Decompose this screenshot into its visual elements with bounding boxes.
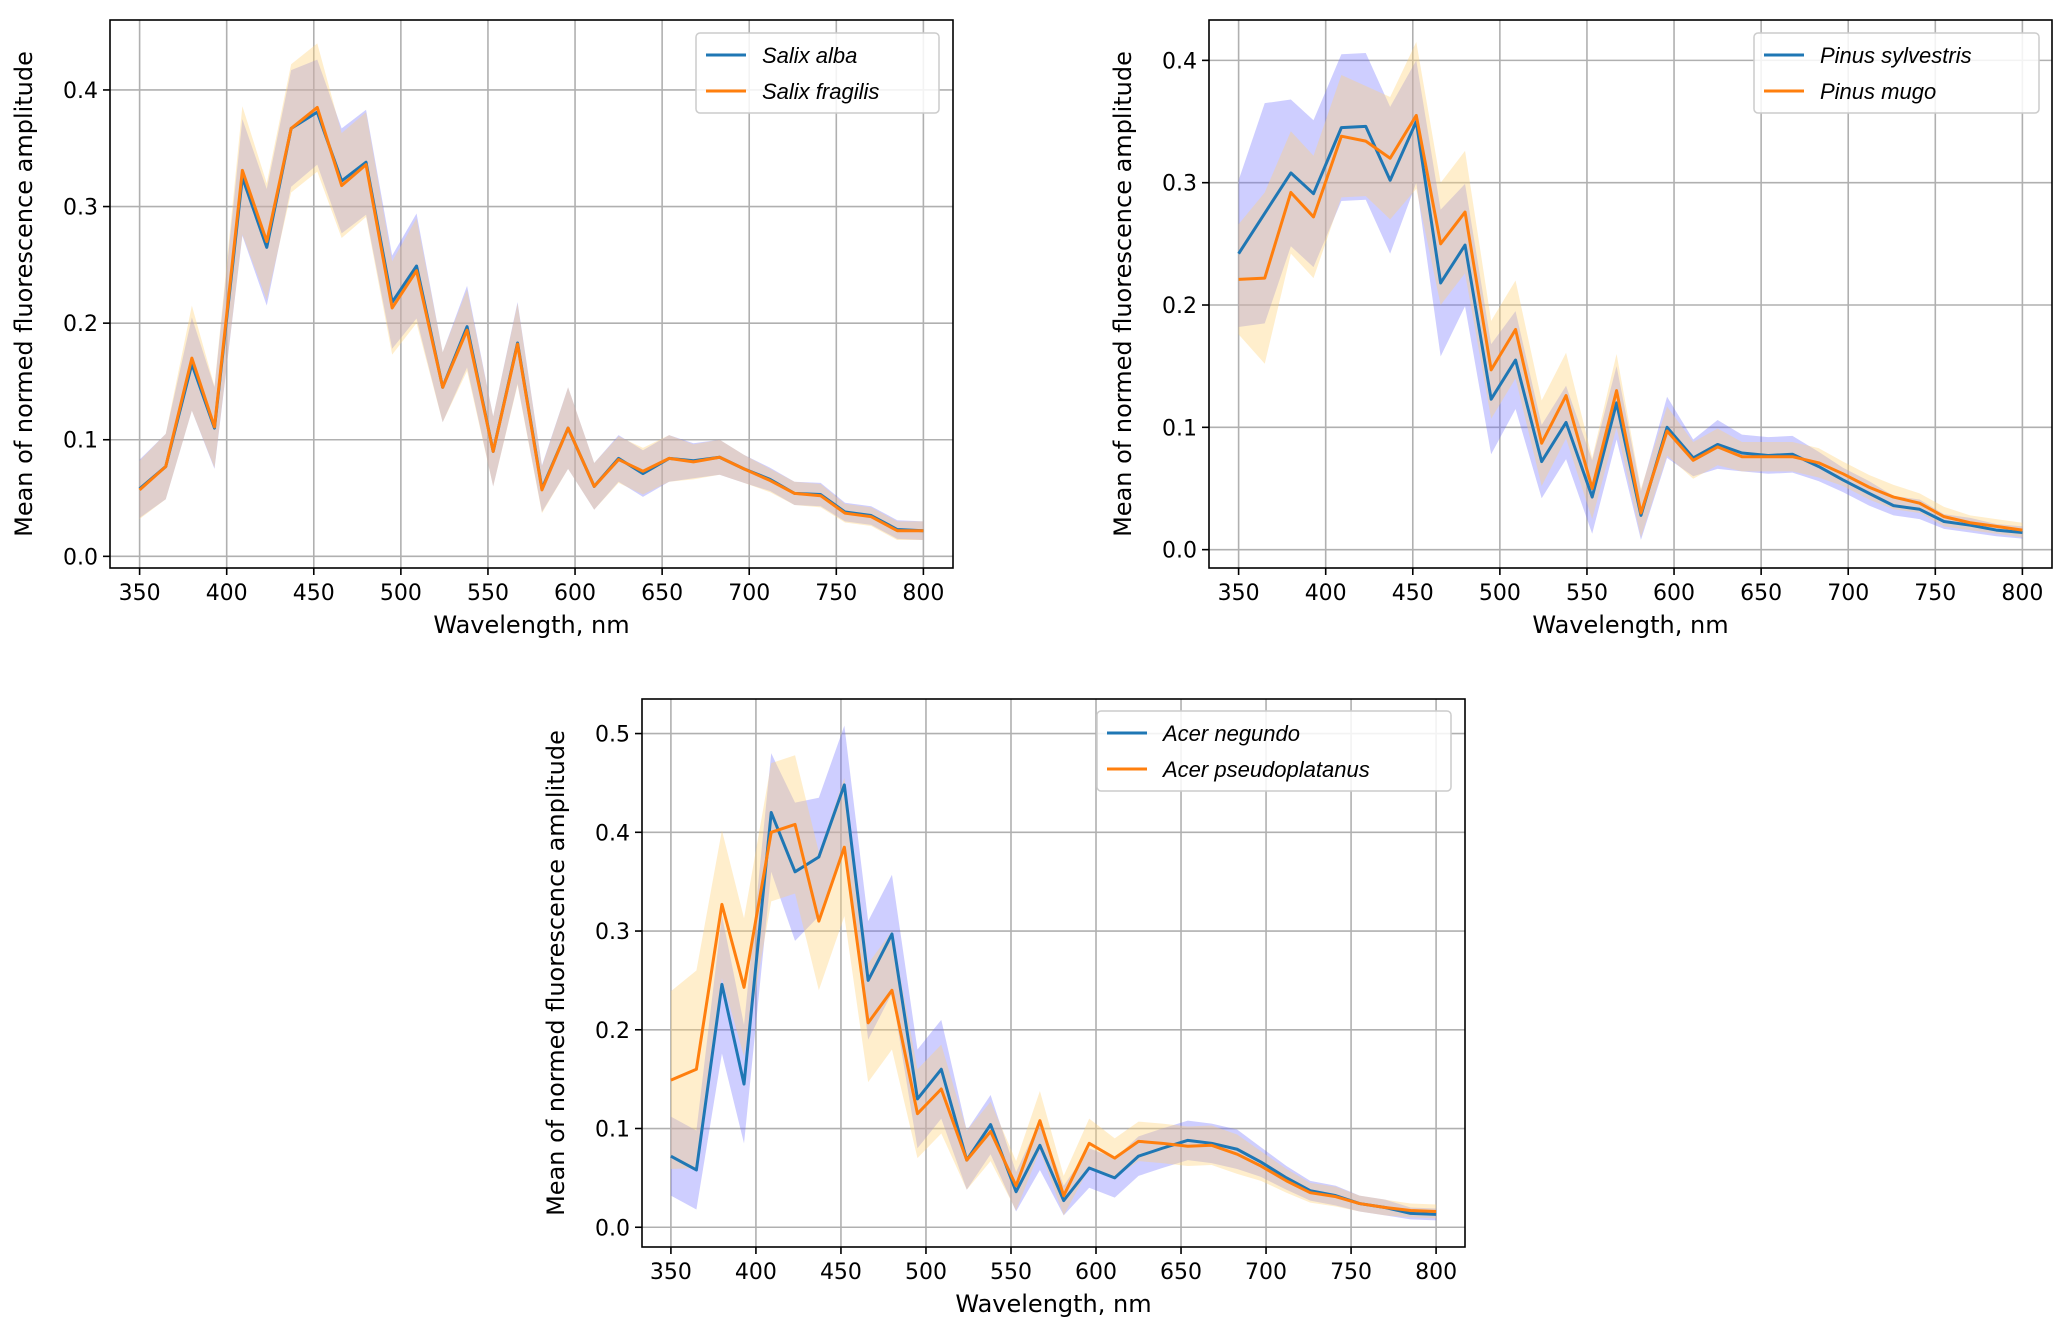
x-tick-label: 500 [380, 581, 422, 606]
y-tick-label: 0.2 [1162, 294, 1197, 319]
x-axis-title: Wavelength, nm [1532, 611, 1728, 639]
confidence-band-2 [1238, 42, 2023, 538]
legend-label-2: Pinus mugo [1820, 79, 1936, 104]
x-tick-label: 700 [728, 581, 770, 606]
legend-box [1096, 710, 1452, 792]
x-tick-label: 450 [820, 1260, 862, 1285]
x-tick-label: 750 [815, 581, 857, 606]
x-tick-label: 750 [1330, 1260, 1372, 1285]
x-tick-label: 350 [119, 581, 161, 606]
legend-label-1: Acer negundo [1161, 721, 1300, 746]
y-tick-label: 0.3 [595, 920, 630, 945]
x-tick-label: 750 [1914, 581, 1956, 606]
y-tick-label: 0.2 [595, 1019, 630, 1044]
y-tick-label: 0.0 [63, 545, 98, 570]
x-axis-title: Wavelength, nm [433, 611, 629, 639]
x-tick-label: 650 [1740, 581, 1782, 606]
legend: Salix alba Salix fragilis [695, 32, 940, 114]
x-tick-label: 350 [1218, 581, 1260, 606]
x-tick-label: 700 [1827, 581, 1869, 606]
x-tick-label: 600 [1075, 1260, 1117, 1285]
y-tick-label: 0.0 [595, 1216, 630, 1241]
y-tick-label: 0.4 [63, 79, 98, 104]
x-tick-label: 400 [206, 581, 248, 606]
x-tick-label: 550 [467, 581, 509, 606]
x-tick-label: 450 [293, 581, 335, 606]
legend-label-1: Pinus sylvestris [1820, 43, 1972, 68]
y-tick-label: 0.4 [1162, 49, 1197, 74]
confidence-band-2 [670, 755, 1437, 1219]
plot-frame [109, 19, 954, 569]
x-tick-label: 800 [2001, 581, 2043, 606]
series-line-2 [1238, 113, 2023, 532]
legend-label-1: Salix alba [762, 43, 857, 68]
legend: Pinus sylvestris Pinus mugo [1753, 32, 2040, 114]
y-axis-title: Mean of normed fluorescence amplitude [10, 51, 38, 537]
plot-frame [1208, 19, 2053, 569]
confidence-band-2 [139, 43, 924, 541]
y-tick-label: 0.3 [63, 196, 98, 221]
y-tick-label: 0.4 [595, 821, 630, 846]
legend-box [695, 32, 940, 114]
legend-label-2: Salix fragilis [762, 79, 879, 104]
x-tick-label: 550 [1566, 581, 1608, 606]
confidence-band-1 [139, 59, 924, 541]
legend: Acer negundo Acer pseudoplatanus [1096, 710, 1452, 792]
series-line-1 [670, 783, 1437, 1216]
y-tick-label: 0.5 [595, 723, 630, 748]
y-tick-label: 0.2 [63, 312, 98, 337]
plot-frame [641, 698, 1466, 1248]
y-tick-label: 0.0 [1162, 539, 1197, 564]
x-tick-label: 600 [1653, 581, 1695, 606]
x-tick-label: 400 [1305, 581, 1347, 606]
x-tick-label: 600 [554, 581, 596, 606]
chart-pinus: 350 400 450 500 550 600 650 700 750 800 0.0 0.1 0.2 0… [1109, 19, 2053, 639]
chart-acer: 350 400 450 500 550 600 650 700 750 800 0.0 0.1 0.2 0… [542, 698, 1466, 1318]
x-tick-label: 400 [735, 1260, 777, 1285]
y-tick-label: 0.1 [1162, 416, 1197, 441]
x-tick-label: 650 [641, 581, 683, 606]
x-tick-label: 550 [990, 1260, 1032, 1285]
legend-label-2: Acer pseudoplatanus [1161, 757, 1370, 782]
y-axis-title: Mean of normed fluorescence amplitude [542, 730, 570, 1216]
series-line-2 [670, 822, 1437, 1213]
y-axis-title: Mean of normed fluorescence amplitude [1109, 51, 1137, 537]
y-tick-label: 0.3 [1162, 172, 1197, 197]
x-tick-label: 450 [1392, 581, 1434, 606]
x-axis-title: Wavelength, nm [955, 1290, 1151, 1318]
confidence-band-1 [1238, 53, 2023, 540]
series-line-2 [138, 105, 924, 533]
x-tick-label: 350 [650, 1260, 692, 1285]
x-tick-label: 500 [1479, 581, 1521, 606]
y-tick-label: 0.1 [595, 1118, 630, 1143]
x-tick-label: 650 [1160, 1260, 1202, 1285]
x-tick-label: 500 [905, 1260, 947, 1285]
legend-box [1753, 32, 2040, 114]
x-tick-label: 700 [1245, 1260, 1287, 1285]
x-tick-label: 800 [1415, 1260, 1457, 1285]
chart-salix: 350 400 450 500 550 600 650 700 750 800 0.0 0.1 0.2 0… [10, 19, 954, 639]
x-tick-label: 800 [902, 581, 944, 606]
y-tick-label: 0.1 [63, 429, 98, 454]
